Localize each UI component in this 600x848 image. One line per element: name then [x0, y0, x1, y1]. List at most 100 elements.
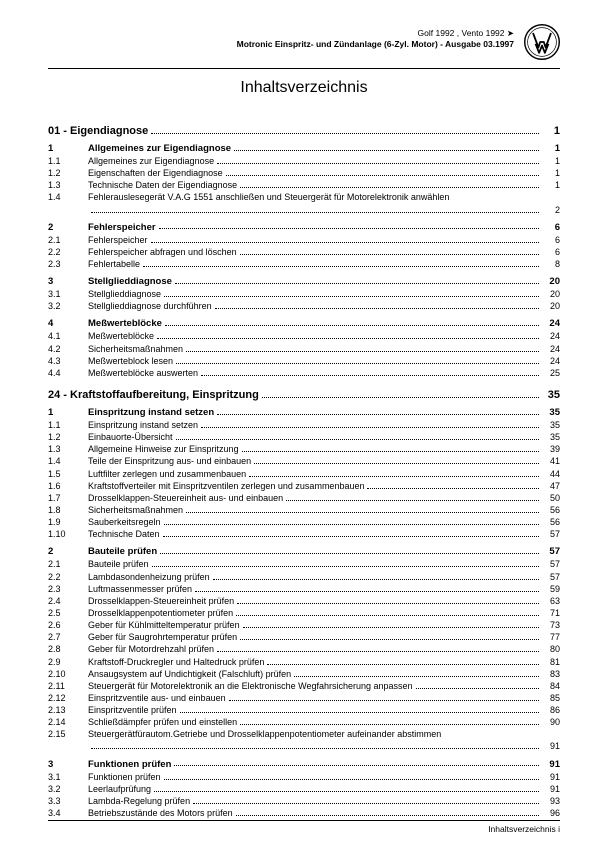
- toc-dots: [236, 809, 539, 816]
- toc-dots: [165, 318, 539, 326]
- toc-label: Funktionen prüfen: [88, 771, 161, 783]
- toc-page: 2: [542, 204, 560, 216]
- toc-label: Meßwerteblöcke: [88, 330, 154, 342]
- toc-dots: [367, 481, 539, 488]
- toc-num: 1.4: [48, 455, 88, 467]
- toc-num: 2.13: [48, 704, 88, 716]
- toc-heading: 2Fehlerspeicher6: [48, 222, 560, 233]
- toc-item: 2.15Steuergerätfürautom.Getriebe und Dro…: [48, 728, 560, 740]
- toc-item: 1.8Sicherheitsmaßnahmen56: [48, 504, 560, 516]
- toc-label: Technische Daten: [88, 528, 160, 540]
- toc-item: 1.10Technische Daten57: [48, 528, 560, 540]
- toc-dots: [286, 494, 539, 501]
- toc-num: 1.10: [48, 528, 88, 540]
- toc-dots: [174, 759, 539, 767]
- toc-num: 1.8: [48, 504, 88, 516]
- toc-num: 3: [48, 276, 88, 287]
- toc-dots: [152, 560, 539, 567]
- toc-item: 2.1Bauteile prüfen57: [48, 558, 560, 570]
- toc-label: Geber für Kühlmitteltemperatur prüfen: [88, 619, 240, 631]
- toc-label: Bauteile prüfen: [88, 546, 157, 557]
- toc-num: 4.3: [48, 355, 88, 367]
- toc-num: 2.6: [48, 619, 88, 631]
- toc-page: 57: [542, 558, 560, 570]
- toc-num: 2.1: [48, 234, 88, 246]
- toc-label: Einspritzung instand setzen: [88, 419, 198, 431]
- toc-page: 91: [542, 759, 560, 770]
- toc-dots: [175, 276, 539, 284]
- toc-num: 2.7: [48, 631, 88, 643]
- toc-dots: [229, 694, 539, 701]
- toc-num: 2.2: [48, 571, 88, 583]
- toc-dots: [237, 597, 539, 604]
- toc-label: Luftmassenmesser prüfen: [88, 583, 192, 595]
- toc-dots: [249, 469, 539, 476]
- toc-item: 1.9Sauberkeitsregeln56: [48, 516, 560, 528]
- toc-item: 1.4Fehlerauslesegerät V.A.G 1551 anschli…: [48, 191, 560, 203]
- toc-num: 1.6: [48, 480, 88, 492]
- toc-item: 2.11Steuergerät für Motorelektronik an d…: [48, 680, 560, 692]
- toc-label: Allgemeine Hinweise zur Einspritzung: [88, 443, 239, 455]
- toc-dots: [176, 356, 539, 363]
- toc-dots: [242, 445, 539, 452]
- toc-label: Steuergerätfürautom.Getriebe und Drossel…: [88, 728, 560, 740]
- header-line2: Motronic Einspritz- und Zündanlage (6-Zy…: [48, 39, 514, 50]
- toc-num: 1.4: [48, 191, 88, 203]
- toc-num: 2.14: [48, 716, 88, 728]
- toc-page: 56: [542, 516, 560, 528]
- toc-num: 4: [48, 318, 88, 329]
- toc-label: Lambdasondenheizung prüfen: [88, 571, 210, 583]
- toc-item: 4.4Meßwerteblöcke auswerten25: [48, 367, 560, 379]
- toc-num: 1.2: [48, 167, 88, 179]
- toc-label: Meßwerteblöcke: [88, 318, 162, 329]
- toc-label: Stellglieddiagnose: [88, 288, 161, 300]
- toc-page: 35: [542, 407, 560, 418]
- toc-num: 3.2: [48, 300, 88, 312]
- toc-item: 2.8Geber für Motordrehzahl prüfen80: [48, 643, 560, 655]
- toc-label: Meßwerteblöcke auswerten: [88, 367, 198, 379]
- header-text: Golf 1992 , Vento 1992 ➤ Motronic Einspr…: [48, 24, 560, 50]
- toc-page: 1: [542, 167, 560, 179]
- toc-item: 2.10Ansaugsystem auf Undichtigkeit (Fals…: [48, 668, 560, 680]
- toc-item: 1.1Einspritzung instand setzen35: [48, 419, 560, 431]
- toc-label: Fehlerspeicher: [88, 222, 156, 233]
- toc-num: 2.12: [48, 692, 88, 704]
- toc-dots: [157, 332, 539, 339]
- toc-label: Allgemeines zur Eigendiagnose: [88, 155, 214, 167]
- toc-num: 3.3: [48, 795, 88, 807]
- toc-item: 2.5Drosselklappenpotentiometer prüfen71: [48, 607, 560, 619]
- toc-label: Technische Daten der Eigendiagnose: [88, 179, 237, 191]
- toc-container: 01 - Eigendiagnose11Allgemeines zur Eige…: [48, 115, 560, 835]
- toc-label: Drosselklappenpotentiometer prüfen: [88, 607, 233, 619]
- toc-page: 6: [542, 234, 560, 246]
- toc-label: Fehlerspeicher abfragen und löschen: [88, 246, 237, 258]
- toc-heading: 2Bauteile prüfen57: [48, 546, 560, 557]
- toc-label: Drosselklappen-Steuereinheit aus- und ei…: [88, 492, 283, 504]
- toc-page: 71: [542, 607, 560, 619]
- toc-page: 35: [542, 431, 560, 443]
- toc-dots: [193, 797, 539, 804]
- toc-page: 81: [542, 656, 560, 668]
- toc-item-cont: 2: [48, 204, 560, 216]
- toc-dots: [151, 125, 539, 134]
- toc-page: 85: [542, 692, 560, 704]
- page-title: Inhaltsverzeichnis: [48, 79, 560, 97]
- toc-page: 20: [542, 276, 560, 287]
- toc-num: 2: [48, 222, 88, 233]
- toc-dots: [154, 784, 539, 791]
- toc-page: 39: [542, 443, 560, 455]
- toc-label: Fehlertabelle: [88, 258, 140, 270]
- toc-dots: [195, 584, 539, 591]
- toc-num: 4.4: [48, 367, 88, 379]
- toc-page: 44: [542, 468, 560, 480]
- toc-item: 2.9Kraftstoff-Druckregler und Haltedruck…: [48, 656, 560, 668]
- toc-dots: [160, 546, 539, 554]
- toc-label: Einspritzventile prüfen: [88, 704, 177, 716]
- toc-dots: [164, 290, 539, 297]
- toc-label: Fehlerauslesegerät V.A.G 1551 anschließe…: [88, 191, 560, 203]
- toc-label: Geber für Saugrohrtemperatur prüfen: [88, 631, 237, 643]
- toc-page: 8: [542, 258, 560, 270]
- toc-item: 2.1Fehlerspeicher6: [48, 234, 560, 246]
- toc-dots: [267, 657, 539, 664]
- toc-dots: [240, 181, 539, 188]
